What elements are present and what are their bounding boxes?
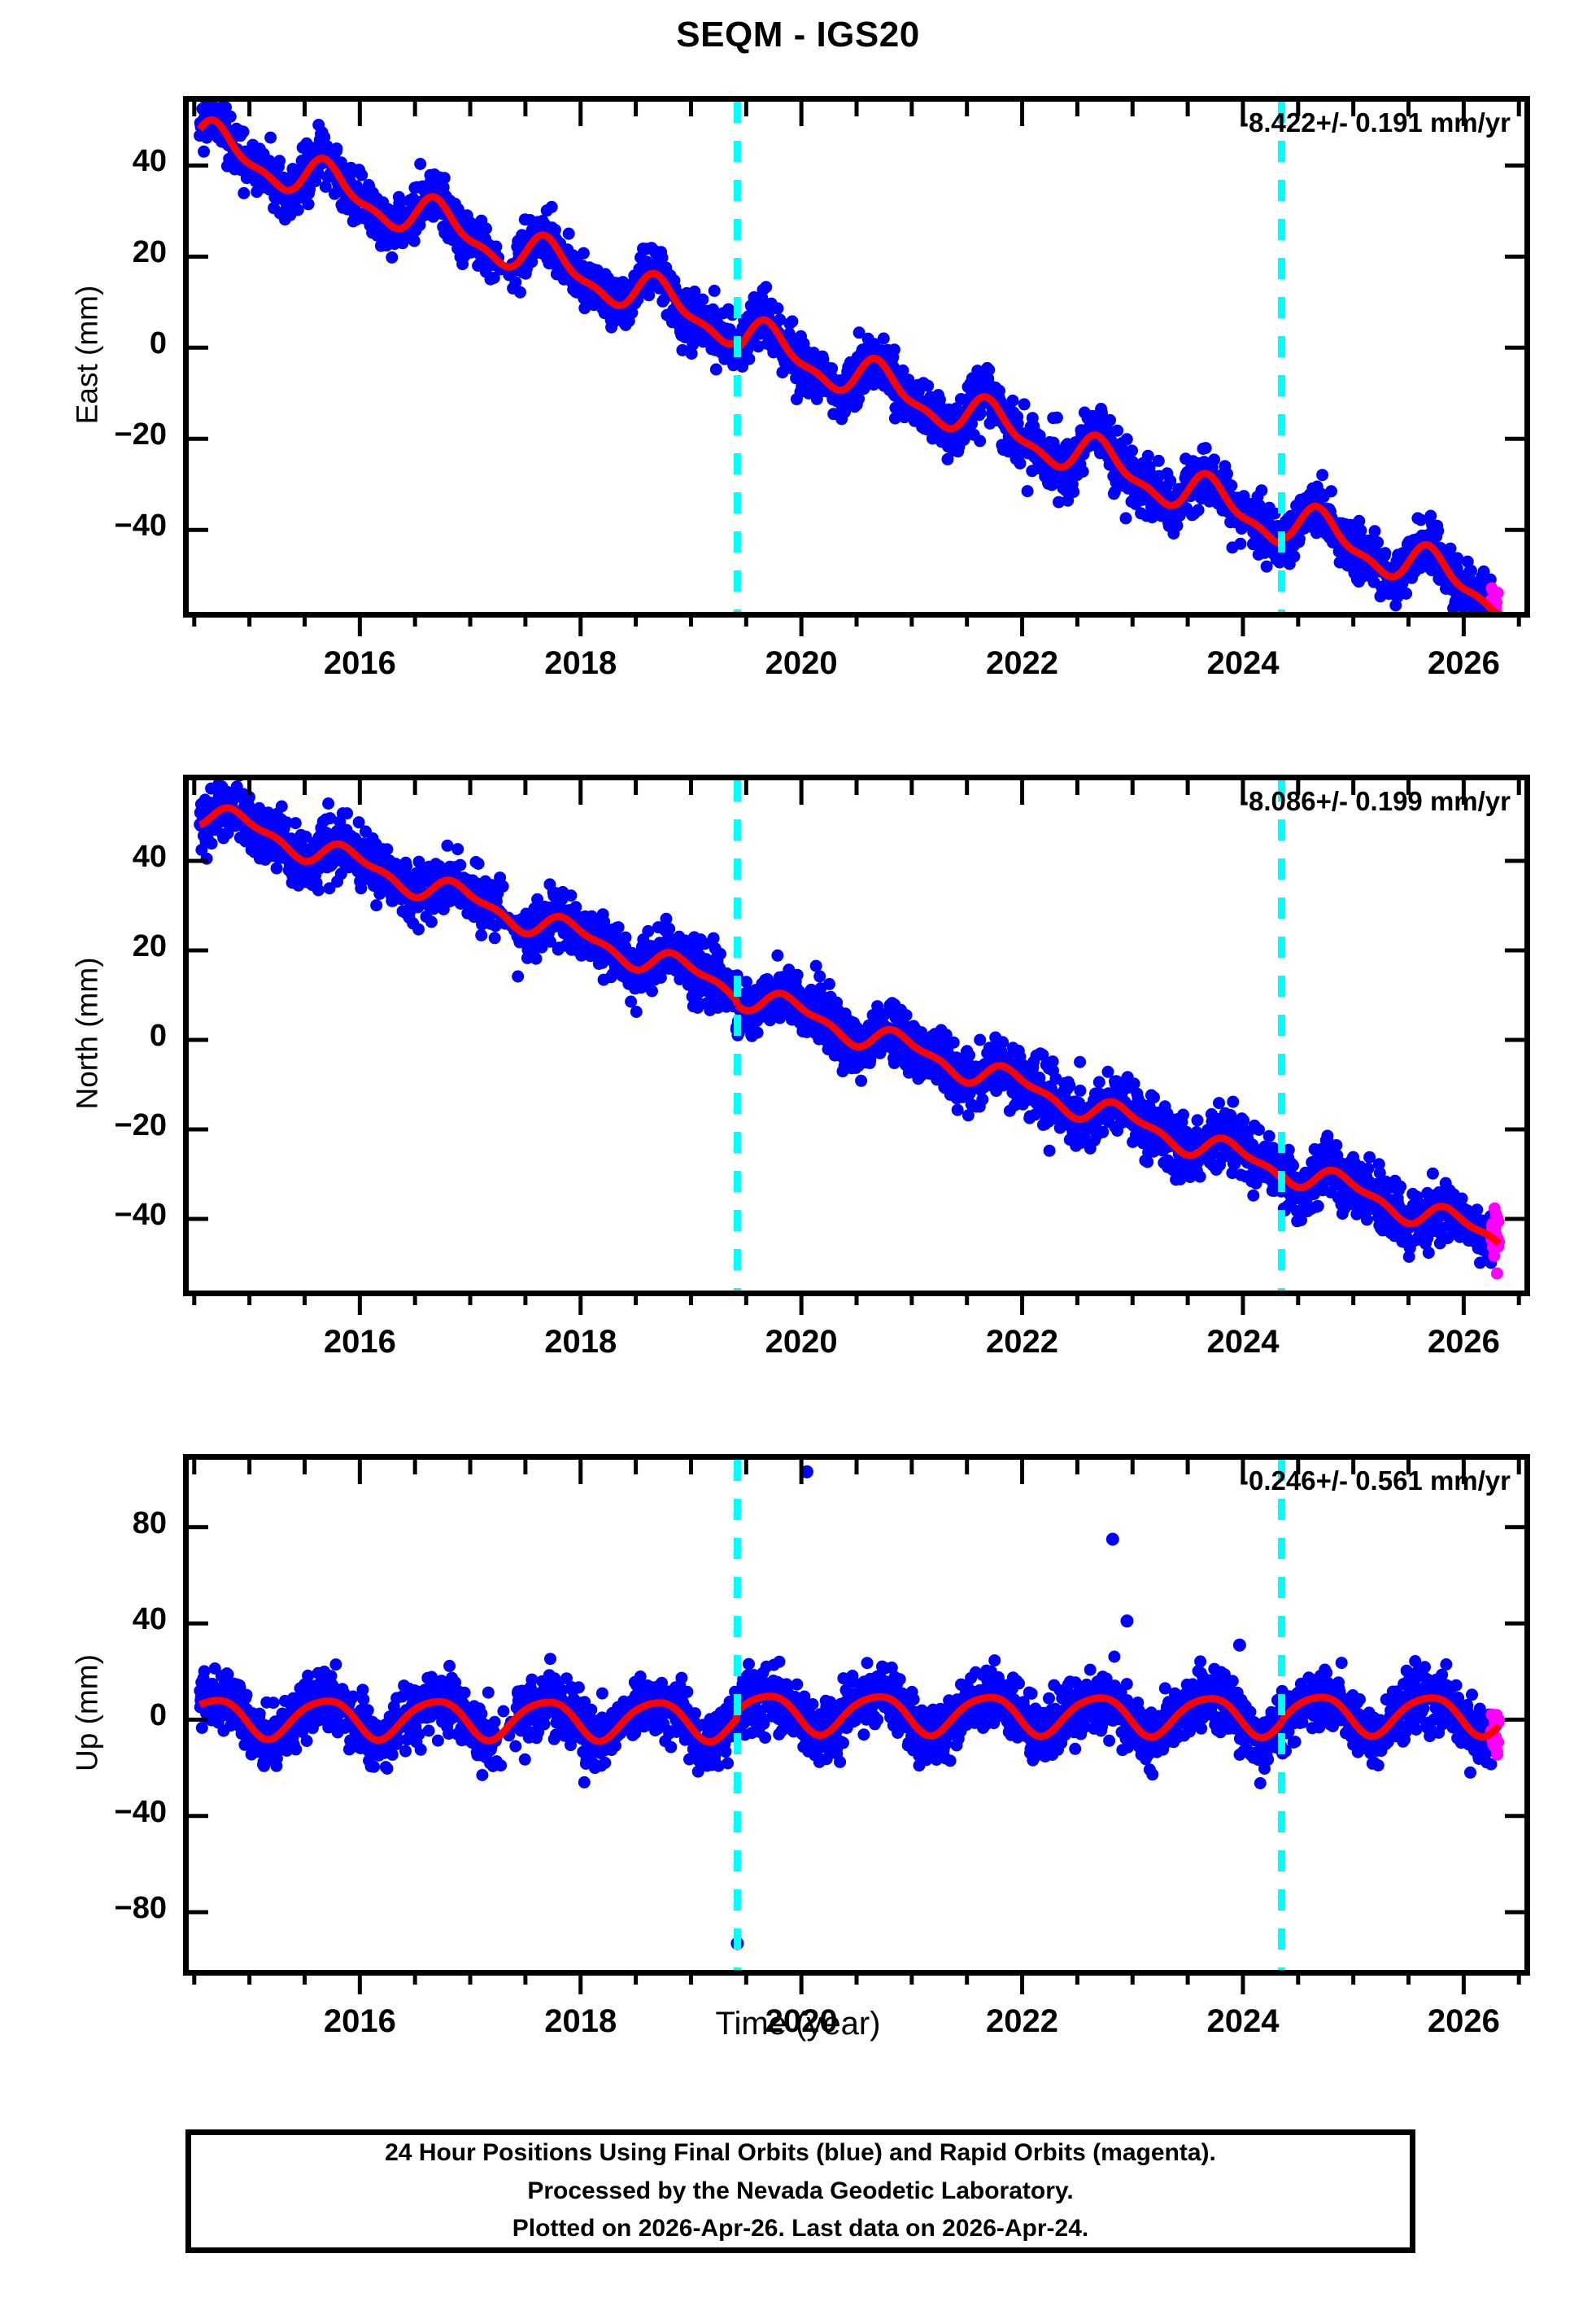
y-tick-label-up-3: −40 [114, 1794, 167, 1829]
y-tick-label-east-4: −40 [114, 509, 167, 544]
data-layer-up [189, 1460, 1524, 1994]
model-fit-line-north-seg1 [735, 989, 1285, 1184]
model-fit-line-up-seg2 [1279, 1693, 1502, 1741]
x-tick-label-up-1: 2018 [544, 2003, 617, 2039]
x-tick-label-east-3: 2022 [986, 645, 1059, 681]
model-fit-line-east-seg2 [1281, 502, 1501, 612]
data-layer-east [189, 102, 1524, 636]
y-tick-label-north-4: −40 [114, 1198, 167, 1232]
x-tick-label-up-2: 2020 [765, 2003, 838, 2039]
x-tick-label-up-0: 2016 [323, 2003, 396, 2039]
data-layer-north [189, 780, 1524, 1315]
model-fit-line-east-seg1 [735, 316, 1285, 548]
y-tick-label-north-3: −20 [114, 1108, 167, 1142]
ticks-up [189, 1460, 1524, 1994]
model-fit-line-north-seg0 [198, 804, 741, 1007]
panel-east: -8.422+/- 0.191 mm/yr [183, 96, 1530, 636]
ticks-north [189, 780, 1524, 1315]
x-axis-title: Time (year) [715, 2006, 881, 2042]
model-fit-line-up-seg1 [735, 1692, 1285, 1742]
x-tick-label-north-3: 2022 [986, 1324, 1059, 1360]
x-tick-label-up-4: 2024 [1206, 2003, 1280, 2039]
x-tick-label-north-2: 2020 [765, 1324, 838, 1360]
x-tick-label-north-1: 2018 [544, 1324, 617, 1360]
caption-line-3: Plotted on 2026-Apr-26. Last data on 202… [512, 2215, 1089, 2243]
x-tick-label-east-4: 2024 [1206, 645, 1280, 681]
y-tick-label-up-1: 40 [132, 1602, 167, 1637]
x-tick-label-east-1: 2018 [544, 645, 617, 681]
y-tick-label-east-3: −20 [114, 417, 167, 452]
y-axis-title-north: North (mm) [70, 956, 103, 1110]
caption-box: 24 Hour Positions Using Final Orbits (bl… [185, 2129, 1415, 2253]
x-tick-label-east-0: 2016 [323, 645, 396, 681]
caption-line-1: 24 Hour Positions Using Final Orbits (bl… [385, 2139, 1216, 2167]
y-tick-label-east-2: 0 [149, 326, 167, 361]
page-title: SEQM - IGS20 [676, 15, 920, 55]
model-fit-line-east-seg0 [197, 116, 741, 350]
y-tick-label-north-0: 40 [132, 840, 167, 874]
y-tick-label-up-2: 0 [149, 1698, 167, 1733]
x-tick-label-north-0: 2016 [323, 1324, 396, 1360]
ticks-east [189, 102, 1524, 636]
series-final-orbits-up [194, 1650, 1498, 1789]
y-tick-label-up-4: −80 [114, 1891, 167, 1926]
rate-annotation-up: -0.246+/- 0.561 mm/yr [1240, 1465, 1511, 1496]
panel-up: -0.246+/- 0.561 mm/yr [183, 1454, 1530, 1994]
y-axis-title-up: Up (mm) [70, 1653, 103, 1771]
rate-annotation-north: -8.086+/- 0.199 mm/yr [1240, 786, 1511, 816]
y-tick-label-north-2: 0 [149, 1019, 167, 1053]
y-axis-title-east: East (mm) [70, 285, 103, 424]
x-tick-label-north-5: 2026 [1427, 1324, 1500, 1360]
y-tick-label-east-1: 20 [132, 235, 167, 270]
rate-annotation-east: -8.422+/- 0.191 mm/yr [1240, 107, 1511, 138]
y-tick-label-east-0: 40 [132, 144, 167, 179]
x-tick-label-north-4: 2024 [1206, 1324, 1280, 1360]
x-tick-label-east-2: 2020 [765, 645, 838, 681]
y-tick-label-north-1: 20 [132, 929, 167, 963]
series-final-orbits-east [194, 102, 1497, 612]
series-final-orbits-north [194, 780, 1498, 1269]
x-tick-label-up-3: 2022 [986, 2003, 1059, 2039]
caption-line-2: Processed by the Nevada Geodetic Laborat… [527, 2177, 1074, 2204]
x-tick-label-up-5: 2026 [1427, 2003, 1500, 2039]
model-fit-line-up-seg0 [198, 1697, 741, 1746]
model-fit-line-north-seg2 [1279, 1166, 1502, 1247]
y-tick-label-up-0: 80 [132, 1505, 167, 1540]
x-tick-label-east-5: 2026 [1427, 645, 1500, 681]
panel-north: -8.086+/- 0.199 mm/yr [183, 775, 1530, 1315]
